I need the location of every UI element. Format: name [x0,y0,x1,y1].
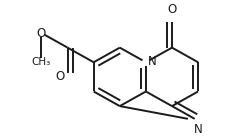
Text: N: N [148,55,157,68]
Text: N: N [194,123,202,136]
Text: O: O [167,3,176,16]
Text: O: O [37,26,46,39]
Text: O: O [56,70,65,83]
Text: CH₃: CH₃ [32,57,51,67]
